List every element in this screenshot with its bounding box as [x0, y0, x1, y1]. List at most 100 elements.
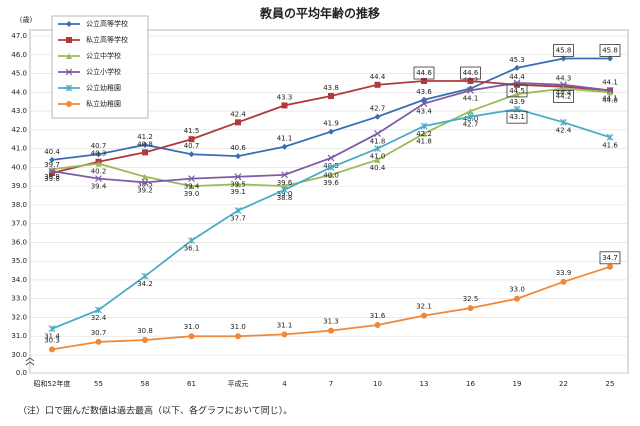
data-label: 32.1: [416, 303, 432, 311]
data-label: 31.3: [323, 318, 339, 326]
record-box: [599, 251, 621, 265]
data-label: 39.4: [91, 183, 107, 191]
data-label: 33.0: [509, 286, 525, 294]
y-tick-label: 46.0: [11, 51, 27, 59]
marker: [374, 113, 381, 120]
data-label: 44.4: [370, 73, 386, 81]
data-label: 41.6: [602, 141, 618, 149]
y-tick-label: 42.0: [11, 126, 27, 134]
data-label: 43.4: [416, 108, 432, 116]
data-label: 40.6: [230, 144, 246, 152]
marker: [467, 86, 474, 94]
marker: [327, 163, 335, 171]
marker: [235, 181, 241, 188]
marker: [188, 333, 195, 340]
marker: [95, 306, 102, 314]
marker: [188, 175, 195, 183]
data-label: 39.2: [137, 186, 153, 194]
marker: [141, 178, 149, 186]
marker: [514, 91, 520, 98]
marker: [328, 128, 334, 135]
axis-break: [25, 357, 35, 366]
marker: [420, 122, 428, 130]
data-label: 39.6: [277, 179, 293, 187]
marker: [606, 133, 614, 141]
data-label: 39.1: [230, 188, 246, 196]
x-tick-label: 平成元: [228, 379, 249, 388]
data-label: 41.8: [416, 138, 432, 146]
marker: [467, 113, 474, 121]
data-label: 43.3: [277, 93, 293, 101]
marker: [95, 338, 102, 345]
marker: [48, 167, 56, 175]
data-label: 42.4: [230, 110, 246, 118]
marker: [607, 89, 613, 96]
data-label: 39.5: [230, 181, 246, 189]
x-tick-label: 55: [94, 380, 103, 388]
marker: [421, 78, 427, 85]
marker: [374, 321, 381, 328]
legend-label: 私立高等学校: [86, 35, 128, 44]
marker: [234, 207, 242, 214]
data-label: 45.3: [509, 56, 525, 64]
marker: [95, 151, 102, 158]
record-box: [553, 90, 574, 103]
x-tick-label: 25: [606, 380, 615, 388]
marker: [142, 173, 148, 180]
marker: [188, 151, 195, 158]
x-tick-label: 13: [420, 380, 429, 388]
marker: [49, 156, 55, 163]
y-tick-label: 36.0: [11, 238, 27, 246]
marker: [95, 175, 102, 183]
marker: [327, 154, 335, 162]
marker: [188, 136, 195, 143]
y-tick-label: 40.0: [11, 163, 27, 171]
marker: [374, 130, 381, 138]
x-tick-label: 10: [373, 380, 382, 388]
marker: [467, 78, 474, 85]
data-label: 44.3: [556, 75, 572, 83]
marker: [49, 346, 55, 353]
y-tick-label: 33.0: [11, 295, 27, 303]
marker: [95, 160, 102, 167]
legend-label: 私立幼稚園: [86, 99, 121, 108]
data-label: 40.3: [91, 150, 107, 158]
data-label: 40.4: [370, 164, 386, 172]
marker: [467, 305, 474, 312]
marker: [421, 312, 427, 319]
y-tick-label: 41.0: [11, 145, 27, 153]
marker: [606, 86, 614, 94]
marker: [66, 101, 72, 107]
marker: [374, 156, 381, 163]
data-label: 34.2: [137, 280, 153, 288]
data-label: 40.7: [184, 142, 200, 150]
data-label: 42.2: [416, 130, 432, 138]
marker: [374, 145, 381, 153]
data-label: 38.8: [277, 194, 293, 202]
data-label: 41.8: [370, 138, 386, 146]
data-label: 44.6: [463, 69, 479, 77]
x-tick-label: 16: [466, 380, 475, 388]
marker: [66, 53, 72, 59]
y-tick-label: 47.0: [11, 32, 27, 40]
marker: [281, 331, 288, 338]
record-box: [413, 66, 435, 80]
marker: [235, 119, 241, 126]
marker: [514, 64, 520, 71]
marker: [281, 171, 288, 179]
data-label: 43.8: [323, 84, 339, 92]
y-tick-label: 34.0: [11, 276, 27, 284]
data-label: 39.7: [44, 161, 60, 169]
data-label: 31.0: [230, 323, 246, 331]
y-tick-label: 45.0: [11, 70, 27, 78]
record-box: [460, 66, 481, 80]
data-label: 40.8: [137, 140, 153, 148]
marker: [142, 141, 148, 148]
legend-label: 公立中学校: [86, 51, 121, 60]
data-label: 43.6: [416, 88, 432, 96]
data-label: 40.2: [91, 168, 107, 176]
data-label: 42.7: [463, 121, 479, 129]
x-tick-label: 7: [329, 380, 333, 388]
data-label: 44.2: [556, 93, 572, 101]
marker: [281, 102, 288, 109]
